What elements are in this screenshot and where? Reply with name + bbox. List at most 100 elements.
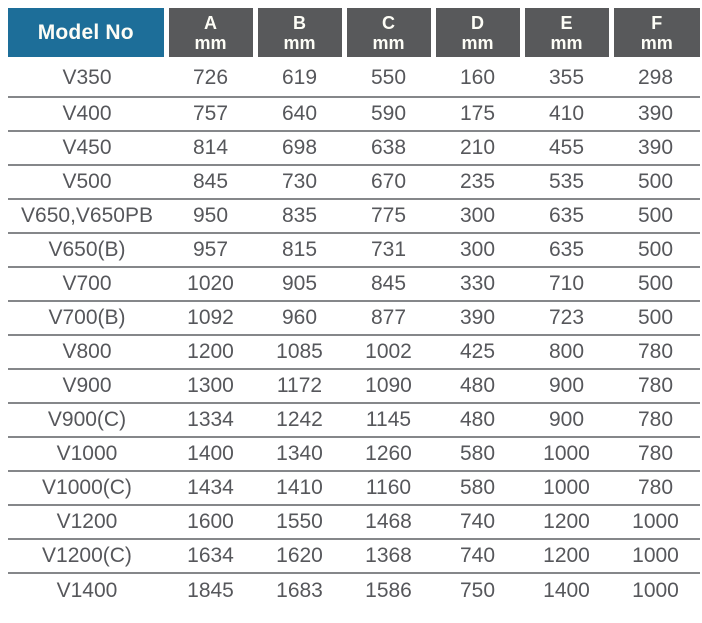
dimension-value-cell: 425 bbox=[433, 334, 522, 369]
model-name-cell: V900 bbox=[8, 368, 166, 403]
dimension-value-cell: 1002 bbox=[344, 334, 433, 369]
dimension-value-cell: 740 bbox=[433, 504, 522, 539]
dimension-value-cell: 1000 bbox=[611, 504, 700, 539]
dimension-value-cell: 480 bbox=[433, 402, 522, 437]
model-name-cell: V450 bbox=[8, 130, 166, 165]
dimension-value-cell: 1400 bbox=[522, 572, 611, 607]
dimension-value-cell: 1586 bbox=[344, 572, 433, 607]
dimension-value-cell: 750 bbox=[433, 572, 522, 607]
table-row: V900(C) 1334 1242 1145 480 900 780 bbox=[8, 402, 700, 437]
table-row: V500 845 730 670 235 535 500 bbox=[8, 164, 700, 199]
dimension-value-cell: 590 bbox=[344, 96, 433, 131]
dimension-value-cell: 1334 bbox=[166, 402, 255, 437]
model-name-cell: V900(C) bbox=[8, 402, 166, 437]
table-row: V1200 1600 1550 1468 740 1200 1000 bbox=[8, 504, 700, 539]
dimension-value-cell: 500 bbox=[611, 164, 700, 199]
dimension-value-cell: 1172 bbox=[255, 368, 344, 403]
dimension-value-cell: 780 bbox=[611, 368, 700, 403]
dimension-value-cell: 1368 bbox=[344, 538, 433, 573]
model-name-cell: V1000(C) bbox=[8, 470, 166, 505]
dimension-value-cell: 780 bbox=[611, 436, 700, 471]
dimension-value-cell: 740 bbox=[433, 538, 522, 573]
table-row: V900 1300 1172 1090 480 900 780 bbox=[8, 368, 700, 403]
dimension-value-cell: 670 bbox=[344, 164, 433, 199]
dim-letter: F bbox=[651, 12, 663, 33]
dim-unit: mm bbox=[372, 32, 405, 53]
dim-unit: mm bbox=[550, 32, 583, 53]
dimension-value-cell: 1085 bbox=[255, 334, 344, 369]
dimension-value-cell: 300 bbox=[433, 232, 522, 267]
dimension-value-cell: 390 bbox=[611, 96, 700, 131]
dim-letter: A bbox=[204, 12, 217, 33]
dimension-value-cell: 1620 bbox=[255, 538, 344, 573]
dimension-value-cell: 757 bbox=[166, 96, 255, 131]
dimension-value-cell: 1550 bbox=[255, 504, 344, 539]
dimension-value-cell: 235 bbox=[433, 164, 522, 199]
dimension-value-cell: 845 bbox=[166, 164, 255, 199]
model-name-cell: V1200(C) bbox=[8, 538, 166, 573]
dimension-value-cell: 1634 bbox=[166, 538, 255, 573]
dimension-value-cell: 619 bbox=[281, 66, 318, 89]
table-row: V350 726 619 550 160 355 298 bbox=[8, 57, 700, 97]
model-name-cell: V350 bbox=[62, 66, 112, 89]
model-name-cell: V1000 bbox=[8, 436, 166, 471]
dimension-value-cell: 780 bbox=[611, 470, 700, 505]
table-row: V650,V650PB 950 835 775 300 635 500 bbox=[8, 198, 700, 233]
dimension-value-cell: 900 bbox=[522, 402, 611, 437]
dimension-value-cell: 1000 bbox=[522, 470, 611, 505]
dimension-value-cell: 580 bbox=[433, 470, 522, 505]
dimension-value-cell: 1340 bbox=[255, 436, 344, 471]
model-name-cell: V700(B) bbox=[8, 300, 166, 335]
dimension-value-cell: 900 bbox=[522, 368, 611, 403]
dimension-value-cell: 1242 bbox=[255, 402, 344, 437]
dimension-value-cell: 635 bbox=[522, 232, 611, 267]
model-name-cell: V650,V650PB bbox=[8, 198, 166, 233]
dimension-value-cell: 300 bbox=[433, 198, 522, 233]
dimension-value-cell: 726 bbox=[192, 66, 229, 89]
dimension-value-cell: 905 bbox=[255, 266, 344, 301]
table-body: V350 726 619 550 160 355 298 V400 757 640 590 175 41… bbox=[8, 57, 700, 607]
dim-letter: C bbox=[382, 12, 395, 33]
model-name-cell: V500 bbox=[8, 164, 166, 199]
dimension-value-cell: 1000 bbox=[611, 538, 700, 573]
model-name-cell: V800 bbox=[8, 334, 166, 369]
table-row: V650(B) 957 815 731 300 635 500 bbox=[8, 232, 700, 267]
dimension-value-cell: 638 bbox=[344, 130, 433, 165]
table-row: V1000 1400 1340 1260 580 1000 780 bbox=[8, 436, 700, 471]
dimension-value-cell: 800 bbox=[522, 334, 611, 369]
model-no-header: Model No bbox=[8, 8, 166, 57]
dimension-value-cell: 877 bbox=[344, 300, 433, 335]
dimension-value-cell: 1600 bbox=[166, 504, 255, 539]
table-row: V400 757 640 590 175 410 390 bbox=[8, 96, 700, 131]
dimension-value-cell: 1300 bbox=[166, 368, 255, 403]
dim-unit: mm bbox=[194, 32, 227, 53]
model-name-cell: V650(B) bbox=[8, 232, 166, 267]
dim-unit: mm bbox=[461, 32, 494, 53]
dimension-value-cell: 1160 bbox=[344, 470, 433, 505]
dim-unit: mm bbox=[283, 32, 316, 53]
dimension-value-cell: 1683 bbox=[255, 572, 344, 607]
dimension-value-cell: 845 bbox=[344, 266, 433, 301]
dimension-value-cell: 500 bbox=[611, 300, 700, 335]
dimension-value-cell: 298 bbox=[637, 66, 674, 89]
dimension-value-cell: 723 bbox=[522, 300, 611, 335]
dimension-value-cell: 640 bbox=[255, 96, 344, 131]
dimension-value-cell: 731 bbox=[344, 232, 433, 267]
dimension-value-cell: 1145 bbox=[344, 402, 433, 437]
table-row: V1000(C) 1434 1410 1160 580 1000 780 bbox=[8, 470, 700, 505]
dimension-value-cell: 710 bbox=[522, 266, 611, 301]
dimension-value-cell: 635 bbox=[522, 198, 611, 233]
dimension-value-cell: 780 bbox=[611, 334, 700, 369]
model-name-cell: V400 bbox=[8, 96, 166, 131]
dimension-value-cell: 500 bbox=[611, 198, 700, 233]
model-name-cell: V1200 bbox=[8, 504, 166, 539]
dimension-value-cell: 957 bbox=[166, 232, 255, 267]
table-row: V700(B) 1092 960 877 390 723 500 bbox=[8, 300, 700, 335]
dimension-value-cell: 500 bbox=[611, 266, 700, 301]
